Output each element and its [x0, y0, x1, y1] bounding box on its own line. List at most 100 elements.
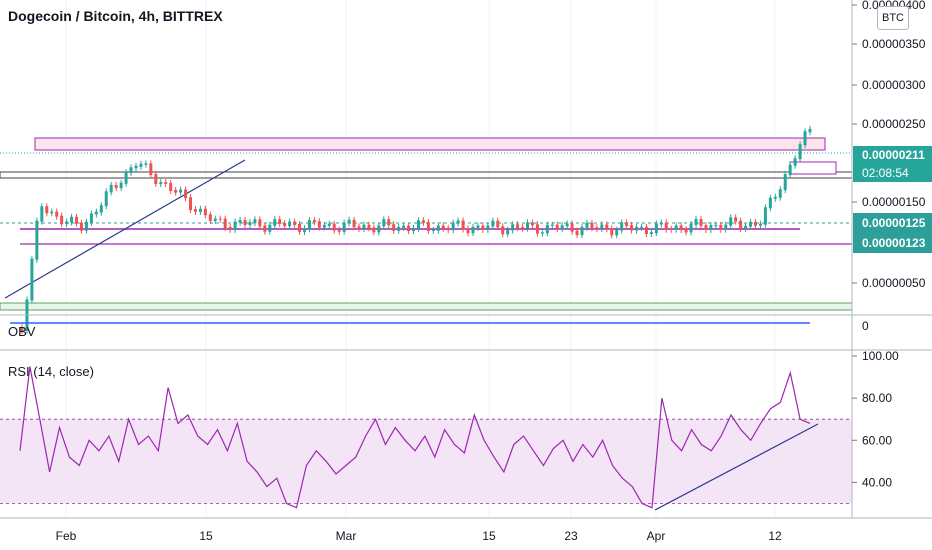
candle-body — [481, 225, 485, 230]
candle-body — [179, 189, 183, 193]
candle-body — [590, 222, 594, 229]
candle-body — [699, 219, 703, 227]
level-b-tag: 0.00000123 — [853, 233, 932, 253]
candle-body — [342, 222, 346, 232]
candle-body — [203, 208, 207, 216]
time-tick-label: Mar — [336, 529, 357, 543]
candle-body — [332, 223, 336, 231]
candle-body — [377, 225, 381, 233]
candle-body — [694, 219, 698, 225]
candle-body — [451, 222, 455, 231]
time-tick-label: Feb — [56, 529, 77, 543]
candle-body — [407, 225, 411, 232]
candle-body — [193, 209, 197, 212]
candle-body — [169, 182, 173, 191]
candle-body — [545, 224, 549, 234]
candle-body — [526, 222, 530, 229]
candle-body — [20, 327, 24, 331]
candle-body — [639, 226, 643, 228]
candle-body — [50, 211, 54, 214]
candle-body — [649, 232, 653, 234]
candle-body — [392, 224, 396, 231]
candle-body — [307, 220, 311, 230]
candle-body — [278, 219, 282, 224]
candle-body — [486, 225, 490, 230]
rsi-tick-label: 40.00 — [862, 475, 892, 489]
top-box — [789, 161, 837, 175]
candle-body — [724, 224, 728, 230]
candle-body — [620, 222, 624, 231]
candle-body — [610, 228, 614, 236]
candle-body — [89, 213, 93, 223]
candle-body — [367, 224, 371, 229]
candle-body — [149, 163, 153, 176]
candle-body — [75, 216, 79, 224]
price-trendline — [4, 159, 246, 299]
candle-body — [223, 218, 227, 229]
candle-body — [550, 224, 554, 226]
candle-body — [312, 220, 316, 223]
candle-body — [293, 221, 297, 225]
candle-body — [114, 184, 118, 189]
candle-body — [793, 158, 797, 166]
level-a-tag: 0.00000125 — [853, 213, 932, 233]
rsi-label: RSI (14, close) — [8, 364, 94, 379]
candle-body — [788, 164, 792, 176]
candle-body — [540, 232, 544, 234]
candle-body — [104, 191, 108, 207]
candle-body — [302, 228, 306, 232]
candle-body — [803, 131, 807, 146]
candle-body — [184, 189, 188, 199]
rsi-tick-label: 80.00 — [862, 391, 892, 405]
countdown-value: 02:08:54 — [862, 166, 909, 180]
candle-body — [352, 219, 356, 228]
candle-body — [783, 174, 787, 191]
candle-body — [129, 167, 133, 174]
candle-body — [99, 205, 103, 213]
rsi-series-line — [19, 366, 811, 509]
currency-button[interactable]: BTC — [877, 6, 909, 30]
candle-body — [213, 218, 217, 221]
rsi-pane — [0, 366, 852, 511]
bottom-zone — [0, 302, 853, 311]
candle-body — [763, 207, 767, 225]
candle-body — [45, 206, 49, 214]
candle-body — [70, 216, 74, 223]
candle-body — [268, 224, 272, 232]
candle-body — [109, 184, 113, 193]
candle-body — [585, 222, 589, 228]
candle-body — [679, 225, 683, 231]
candle-body — [84, 221, 88, 231]
candle-body — [491, 220, 495, 227]
candle-body — [570, 223, 574, 232]
candle-body — [441, 225, 445, 229]
candle-body — [436, 225, 440, 231]
candle-body — [198, 208, 202, 212]
candle-body — [664, 222, 668, 230]
candle-body — [674, 225, 678, 230]
price-tick-label: 0.00000250 — [862, 117, 926, 131]
candle-body — [798, 144, 802, 160]
candle-body — [734, 217, 738, 222]
last-price-value: 0.00000211 — [862, 148, 925, 162]
candle-body — [139, 163, 143, 167]
candle-body — [669, 228, 673, 230]
candle-body — [258, 219, 262, 227]
candle-body — [625, 222, 629, 227]
obv-tick-label: 0 — [862, 319, 869, 333]
candle-body — [248, 222, 252, 226]
candle-body — [79, 222, 83, 231]
candle-body — [476, 225, 480, 228]
candle-body — [466, 228, 470, 234]
candle-body — [416, 220, 420, 229]
candle-body — [347, 219, 351, 224]
candle-body — [630, 225, 634, 231]
candle-body — [372, 227, 376, 233]
support-zone — [0, 171, 853, 179]
time-tick-label: 15 — [199, 529, 213, 543]
candle-body — [154, 174, 158, 185]
time-tick-label: 15 — [482, 529, 496, 543]
grid-lines — [65, 0, 776, 518]
candle-body — [243, 219, 247, 226]
